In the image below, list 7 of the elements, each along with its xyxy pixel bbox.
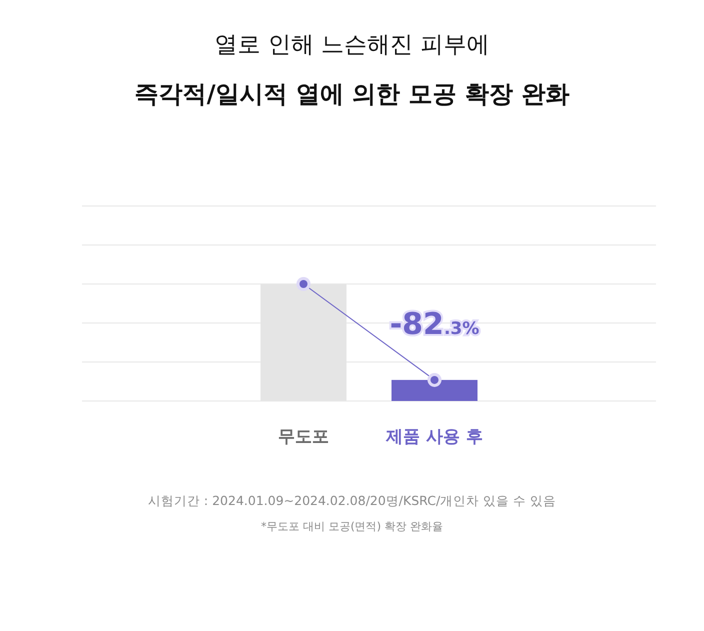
chart-subtitle: 즉각적/일시적 열에 의한 모공 확장 완화 [134, 80, 570, 108]
text: *무도포 대비 모공(면적) 확장 완화율 [260, 520, 444, 533]
x-tick-label: 제품 사용 후 [385, 427, 483, 447]
text: 시험기간 : 2024.01.09~2024.02.08/20명/KSRC/개인차 있을 수 있음 [148, 493, 556, 508]
chart-title: 열로 인해 느슨해진 피부에 [214, 32, 490, 58]
x-tick-label: 무도포 [278, 427, 329, 447]
annotation: -82.3% [390, 307, 480, 342]
